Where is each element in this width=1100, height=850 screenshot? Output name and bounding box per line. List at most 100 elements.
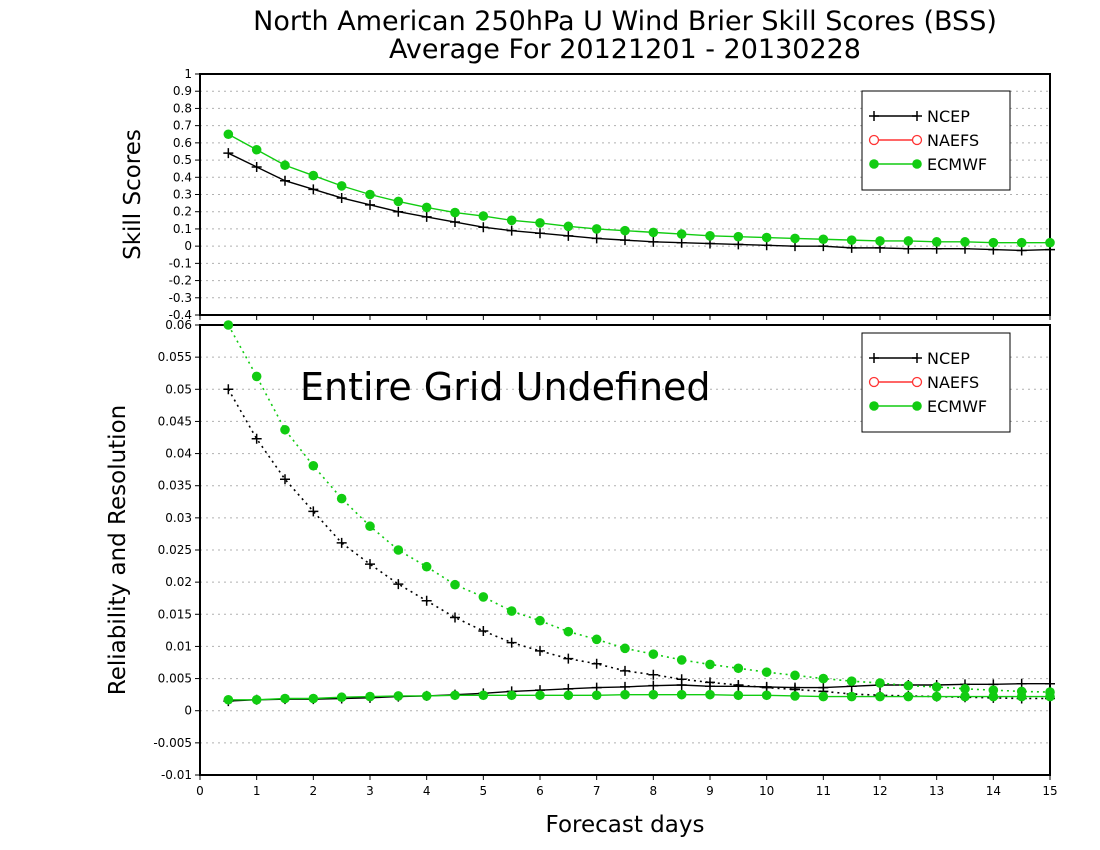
data-point-ecmwf bbox=[648, 227, 659, 238]
data-point-ecmwf bbox=[365, 521, 375, 532]
data-point-ecmwf bbox=[988, 691, 999, 702]
data-point-ecmwf bbox=[761, 667, 772, 677]
data-point-ncep bbox=[336, 537, 347, 548]
data-point-ncep bbox=[620, 235, 630, 246]
legend-marker-ncep bbox=[912, 353, 922, 363]
y-tick-label: 0.7 bbox=[173, 119, 192, 133]
data-point-ecmwf bbox=[308, 460, 319, 471]
data-point-ncep bbox=[421, 595, 432, 606]
legend-marker-naefs bbox=[911, 376, 923, 388]
legend-label-naefs: NAEFS bbox=[927, 373, 979, 392]
y-tick-label: -0.3 bbox=[169, 291, 192, 305]
annotation-entire-grid-undefined: Entire Grid Undefined bbox=[300, 365, 711, 409]
data-point-ncep bbox=[365, 559, 375, 570]
data-point-ecmwf bbox=[421, 202, 432, 213]
data-point-ecmwf bbox=[251, 371, 262, 382]
data-point-ecmwf bbox=[535, 218, 545, 228]
data-point-ncep bbox=[393, 206, 404, 217]
legend-label-ecmwf: ECMWF bbox=[927, 155, 987, 174]
data-point-ncep bbox=[761, 681, 772, 692]
data-point-ecmwf bbox=[280, 693, 290, 704]
data-point-ncep bbox=[308, 184, 319, 195]
legend-label-ncep: NCEP bbox=[927, 349, 970, 368]
x-tick-label: 15 bbox=[1042, 784, 1057, 798]
x-tick-label: 14 bbox=[986, 784, 1001, 798]
y-tick-label: 0.005 bbox=[158, 672, 192, 686]
data-point-ecmwf bbox=[563, 690, 574, 701]
data-point-ncep bbox=[365, 199, 375, 210]
data-point-ecmwf bbox=[733, 663, 744, 674]
data-point-ecmwf bbox=[308, 170, 319, 181]
x-tick-label: 6 bbox=[536, 784, 544, 798]
y-tick-label: 0.025 bbox=[158, 543, 192, 557]
data-point-ncep bbox=[280, 474, 290, 485]
data-point-ecmwf bbox=[450, 579, 460, 590]
data-point-ecmwf bbox=[846, 676, 857, 686]
data-point-ncep bbox=[478, 626, 489, 636]
data-point-ecmwf bbox=[818, 691, 829, 702]
data-point-ecmwf bbox=[478, 211, 489, 221]
data-point-ecmwf bbox=[506, 690, 517, 701]
y-tick-label: 0.9 bbox=[173, 84, 192, 98]
y-tick-label: 0.045 bbox=[158, 414, 192, 428]
data-point-ecmwf bbox=[478, 690, 489, 701]
data-point-ecmwf bbox=[761, 690, 772, 701]
legend-marker-ncep bbox=[869, 353, 879, 363]
x-tick-label: 4 bbox=[423, 784, 431, 798]
data-point-ecmwf bbox=[478, 592, 489, 602]
y-tick-label: 0.8 bbox=[173, 101, 192, 115]
data-point-ecmwf bbox=[563, 221, 574, 232]
y-axis-label: Reliability and Resolution bbox=[105, 405, 131, 695]
data-point-ecmwf bbox=[620, 643, 630, 654]
data-point-ecmwf bbox=[591, 690, 602, 701]
y-tick-label: 0.015 bbox=[158, 607, 192, 621]
series-line-ncep-solid bbox=[228, 683, 1050, 702]
data-point-ecmwf bbox=[761, 232, 772, 243]
data-point-ecmwf bbox=[1045, 237, 1055, 248]
data-point-ecmwf bbox=[676, 229, 687, 239]
series-line-ncep-dotted bbox=[227, 388, 1050, 700]
data-point-ncep bbox=[818, 682, 829, 693]
y-tick-label: 0.02 bbox=[165, 575, 192, 589]
data-point-ncep bbox=[450, 612, 460, 623]
data-point-ncep bbox=[506, 225, 517, 236]
legend-marker-ecmwf bbox=[912, 401, 922, 411]
data-point-ecmwf bbox=[280, 424, 290, 435]
data-point-ecmwf bbox=[846, 235, 857, 245]
plot-frame bbox=[199, 73, 1051, 316]
data-point-ecmwf bbox=[733, 231, 744, 242]
data-point-ecmwf bbox=[988, 237, 999, 248]
x-tick-label: 2 bbox=[310, 784, 318, 798]
y-axis-label: Skill Scores bbox=[120, 129, 146, 260]
data-point-ecmwf bbox=[705, 231, 715, 241]
y-tick-label: 0.06 bbox=[165, 318, 192, 332]
data-point-ecmwf bbox=[421, 691, 432, 701]
y-tick-label: 0.5 bbox=[173, 153, 192, 167]
data-point-ncep bbox=[478, 222, 489, 233]
data-point-ecmwf bbox=[903, 236, 914, 246]
data-point-ncep bbox=[563, 653, 574, 664]
data-point-ncep bbox=[280, 175, 290, 186]
legend-label-ecmwf: ECMWF bbox=[927, 397, 987, 416]
data-point-ecmwf bbox=[790, 233, 800, 244]
x-tick-label: 0 bbox=[196, 784, 204, 798]
y-tick-label: 0.4 bbox=[173, 170, 192, 184]
data-point-ecmwf bbox=[931, 691, 942, 702]
x-tick-label: 9 bbox=[706, 784, 714, 798]
data-point-ncep bbox=[648, 669, 659, 680]
legend-label-ncep: NCEP bbox=[927, 107, 970, 126]
legend-marker-ncep bbox=[912, 111, 922, 121]
data-point-ecmwf bbox=[705, 659, 715, 670]
data-point-ecmwf bbox=[790, 670, 800, 681]
data-point-ncep bbox=[790, 682, 800, 693]
data-point-ecmwf bbox=[336, 692, 347, 703]
data-point-ecmwf bbox=[251, 694, 262, 705]
data-point-ecmwf bbox=[223, 320, 234, 330]
y-tick-label: 0.01 bbox=[165, 639, 192, 653]
data-point-ecmwf bbox=[790, 691, 800, 701]
y-tick-label: 0.035 bbox=[158, 479, 192, 493]
series-line-ecmwf-solid bbox=[228, 693, 1050, 701]
data-point-ecmwf bbox=[705, 689, 715, 700]
data-point-ecmwf bbox=[308, 693, 319, 704]
y-tick-label: -0.2 bbox=[169, 274, 192, 288]
